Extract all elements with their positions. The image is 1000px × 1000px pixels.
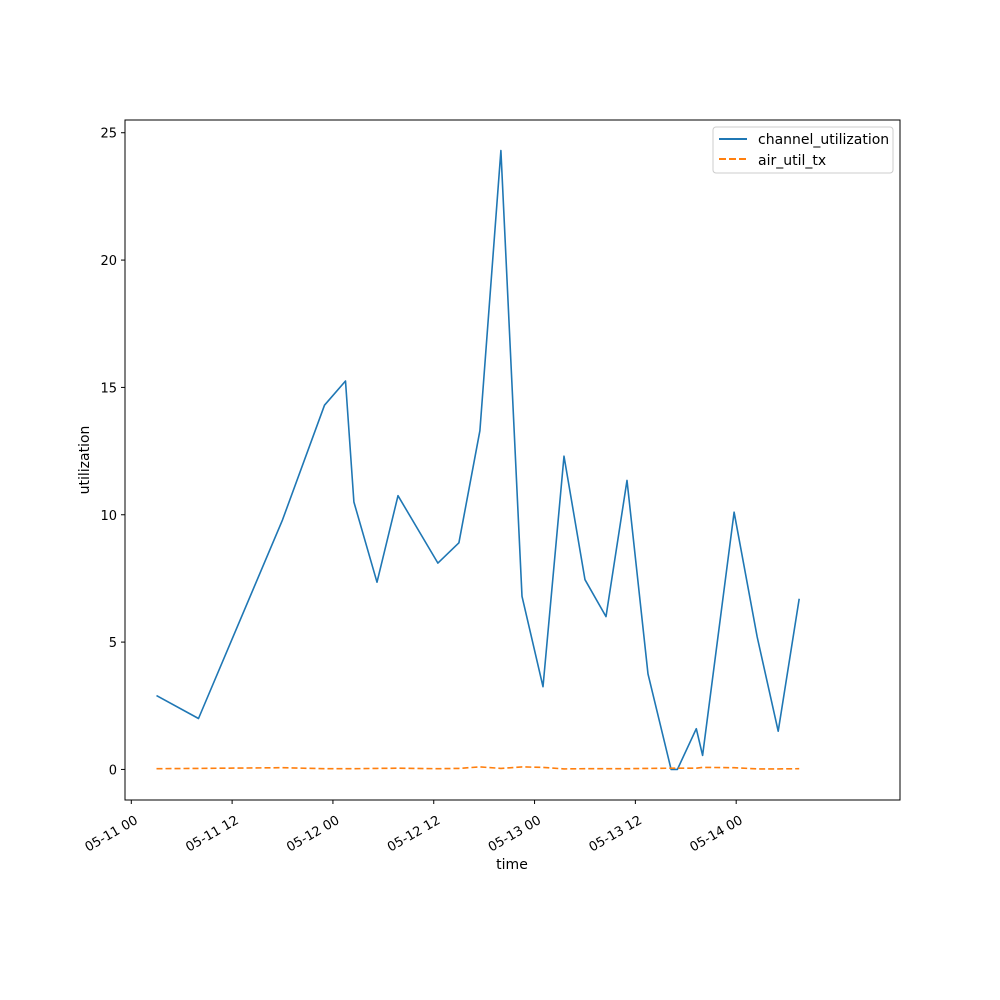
- y-axis-ticks: 0 5 10 15 20 25: [100, 127, 125, 778]
- y-tick-label: 25: [100, 127, 117, 142]
- series-layer: [156, 149, 800, 771]
- y-tick-label: 15: [100, 381, 117, 396]
- legend-box: [712, 126, 894, 174]
- series-line-air-util-tx: [156, 766, 800, 770]
- legend-label-channel-utilization: channel_utilization: [758, 132, 889, 148]
- plot-frame: [124, 119, 901, 801]
- y-tick-label: 10: [100, 509, 117, 524]
- y-axis-label: utilization: [77, 426, 93, 495]
- series-line-channel-utilization: [156, 149, 800, 771]
- y-tick-label: 20: [100, 254, 117, 269]
- y-tick-label: 5: [109, 636, 117, 651]
- x-axis-label: time: [496, 857, 528, 873]
- y-tick-label: 0: [109, 763, 117, 778]
- legend: channel_utilization air_util_tx: [712, 126, 894, 174]
- legend-label-air-util-tx: air_util_tx: [758, 153, 826, 169]
